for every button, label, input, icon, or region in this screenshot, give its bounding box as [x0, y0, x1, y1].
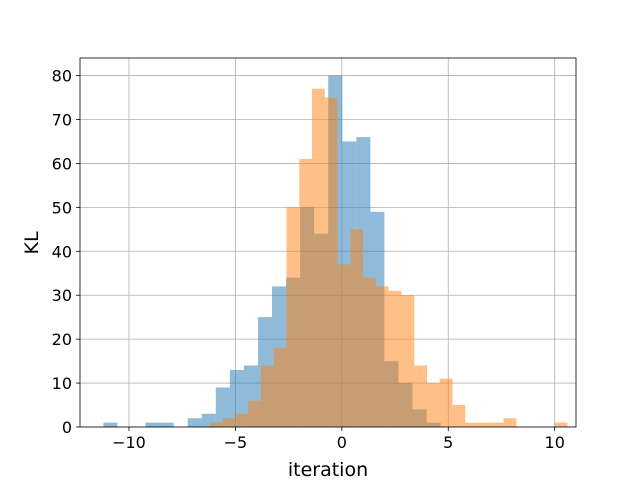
histogram-bar-series-2 [401, 295, 415, 427]
y-tick-label: 10 [52, 374, 72, 393]
y-tick-label: 40 [52, 242, 72, 261]
histogram-bar-series-2 [388, 290, 402, 427]
histogram-bar-series-2 [222, 418, 236, 427]
histogram-bar-series-2 [478, 422, 491, 427]
histogram-bar-series-1 [159, 422, 174, 427]
histogram-bar-series-2 [273, 347, 287, 427]
y-tick-label: 80 [52, 67, 72, 86]
y-tick-label: 30 [52, 286, 72, 305]
y-tick-label: 20 [52, 330, 72, 349]
histogram-bar-series-2 [248, 400, 261, 427]
histogram-bar-series-2 [299, 159, 313, 428]
y-tick-label: 60 [52, 154, 72, 173]
histogram-bars [103, 75, 568, 428]
histogram-bar-series-2 [375, 286, 389, 427]
histogram-bar-series-2 [235, 413, 249, 427]
histogram-bar-series-2 [260, 365, 274, 427]
histogram-bar-series-2 [350, 229, 364, 427]
x-tick-label: 5 [443, 433, 453, 452]
histogram-bar-series-1 [187, 418, 202, 427]
plot-frame [79, 57, 577, 428]
histogram-bar-series-2 [465, 422, 479, 427]
histogram-bar-series-1 [103, 422, 118, 427]
histogram-bar-series-2 [426, 383, 440, 427]
x-tick-label: 10 [545, 433, 565, 452]
y-tick-label: 50 [52, 198, 72, 217]
y-axis-label: KL [21, 231, 43, 254]
histogram-bar-series-2 [363, 277, 376, 427]
histogram-bar-series-2 [324, 97, 338, 428]
x-tick-label: −5 [224, 433, 248, 452]
histogram-bar-series-2 [439, 378, 453, 427]
histogram-bar-series-1 [215, 387, 230, 427]
x-axis-label: iteration [288, 459, 368, 480]
histogram-bar-series-2 [209, 422, 223, 427]
x-tick-label: 0 [337, 433, 347, 452]
histogram-bar-series-2 [554, 422, 568, 427]
axis-ticks: −10 −5 0 5 10 0 10 20 30 40 50 60 70 80 [52, 67, 565, 452]
histogram-bar-series-2 [337, 264, 351, 427]
histogram-bar-series-1 [229, 369, 244, 427]
histogram-bar-series-2 [452, 405, 466, 427]
histogram-bar-series-2 [490, 422, 504, 427]
y-tick-label: 0 [62, 418, 72, 437]
histogram-bar-series-2 [286, 207, 300, 427]
x-tick-label: −10 [112, 433, 146, 452]
histogram-bar-series-2 [312, 88, 325, 427]
histogram-bar-series-1 [145, 422, 160, 427]
histogram-bar-series-2 [503, 418, 517, 427]
y-tick-label: 70 [52, 111, 72, 130]
histogram-bar-series-2 [414, 365, 427, 427]
